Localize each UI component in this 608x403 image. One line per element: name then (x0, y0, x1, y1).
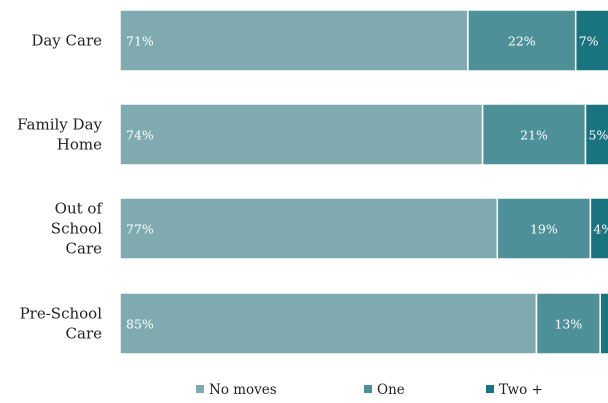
legend-swatch-one (364, 385, 372, 393)
data-label: 22% (508, 34, 536, 49)
category-label-family-day-home: Family Day Home (17, 116, 102, 154)
bar-day-care-one (467, 9, 577, 72)
bar-family-day-home-no-moves (119, 103, 484, 166)
bar-family-day-home-one (481, 103, 587, 166)
category-label-out-of-school-care: Out of School Care (51, 200, 104, 258)
bar-pre-school-care-two (599, 292, 608, 355)
category-label-day-care: Day Care (31, 32, 102, 50)
category-label-line: Care (66, 240, 103, 258)
bar-family-day-home-two (584, 103, 608, 166)
data-label: 71% (126, 34, 154, 49)
data-label: 19% (530, 222, 558, 237)
data-label: 77% (126, 222, 154, 237)
legend-swatch-two (486, 385, 494, 393)
bar-out-of-school-care-one (496, 197, 592, 260)
category-label-pre-school-care: Pre-School Care (20, 305, 103, 343)
category-label-line: Pre-School (20, 305, 103, 323)
legend-label-two: Two + (499, 382, 543, 398)
bars: 71% 22% 7% 74% 21% 5% 77% 19% 4% 85% 13% (119, 9, 608, 355)
data-label: 13% (554, 317, 582, 332)
data-label: 21% (520, 128, 548, 143)
bar-day-care-two (574, 9, 608, 72)
bar-day-care-no-moves (119, 9, 469, 72)
category-label-line: Out of (55, 200, 104, 218)
data-label: 4% (593, 222, 608, 237)
data-label: 85% (126, 317, 154, 332)
category-label-line: School (51, 220, 102, 238)
category-label-line: Care (66, 325, 103, 343)
legend-label-one: One (377, 382, 405, 398)
data-label: 5% (589, 128, 608, 143)
legend: No moves One Two + (196, 382, 543, 398)
category-label-line: Day Care (31, 32, 102, 50)
bar-pre-school-care-one (535, 292, 601, 355)
bar-out-of-school-care-no-moves (119, 197, 499, 260)
category-label-line: Home (57, 136, 102, 154)
data-label: 74% (126, 128, 154, 143)
legend-label-no-moves: No moves (209, 382, 277, 398)
bar-pre-school-care-no-moves (119, 292, 538, 355)
bar-out-of-school-care-two (589, 197, 608, 260)
category-label-line: Family Day (17, 116, 102, 134)
legend-swatch-no-moves (196, 385, 204, 393)
data-label: 7% (579, 34, 599, 49)
